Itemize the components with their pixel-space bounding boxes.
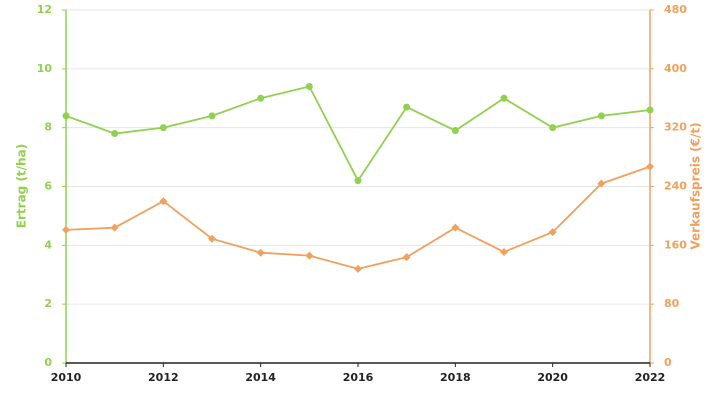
series-line: [65, 85, 651, 183]
marker: [451, 127, 459, 135]
marker: [159, 124, 167, 132]
marker: [548, 228, 557, 237]
marker: [208, 112, 216, 120]
marker: [62, 225, 70, 234]
y2-tick-label: 0: [664, 356, 672, 369]
marker: [208, 234, 216, 243]
x-tick-label: 2016: [343, 371, 374, 384]
y2-tick-label: 240: [664, 180, 687, 193]
marker: [646, 162, 654, 171]
x-tick-label: 2018: [440, 371, 471, 384]
marker: [500, 94, 508, 102]
marker: [256, 248, 265, 257]
x-tick-label: 2012: [148, 371, 179, 384]
x-tick-label: 2014: [245, 371, 276, 384]
y2-tick-label: 80: [664, 297, 680, 310]
marker: [451, 223, 460, 232]
y-axis-label: Ertrag (t/ha): [15, 144, 29, 228]
marker: [354, 264, 362, 273]
marker: [159, 197, 168, 206]
marker: [354, 177, 362, 185]
y2-tick-label: 480: [664, 3, 687, 16]
marker: [305, 82, 313, 90]
marker: [549, 124, 557, 132]
marker: [597, 112, 605, 120]
y-tick-label: 0: [44, 356, 52, 369]
marker: [597, 179, 606, 188]
y2-axis-label: Verkaufspreis (€/t): [689, 122, 703, 249]
marker: [646, 106, 654, 114]
x-tick-label: 2010: [51, 371, 82, 384]
marker: [257, 94, 265, 102]
marker: [110, 223, 119, 232]
y-tick-label: 4: [44, 238, 52, 251]
marker: [403, 103, 411, 111]
marker: [62, 112, 70, 120]
y2-tick-label: 320: [664, 121, 687, 134]
marker: [111, 130, 119, 138]
y-tick-label: 12: [37, 3, 52, 16]
x-tick-label: 2020: [537, 371, 568, 384]
y-tick-label: 10: [37, 62, 53, 75]
marker: [305, 251, 314, 260]
y2-tick-label: 160: [664, 238, 687, 251]
marker: [402, 253, 411, 262]
x-tick-label: 2022: [635, 371, 666, 384]
y2-tick-label: 400: [664, 62, 687, 75]
y-tick-label: 6: [44, 180, 52, 193]
y-tick-label: 8: [44, 121, 52, 134]
marker: [500, 247, 508, 256]
y-tick-label: 2: [44, 297, 52, 310]
